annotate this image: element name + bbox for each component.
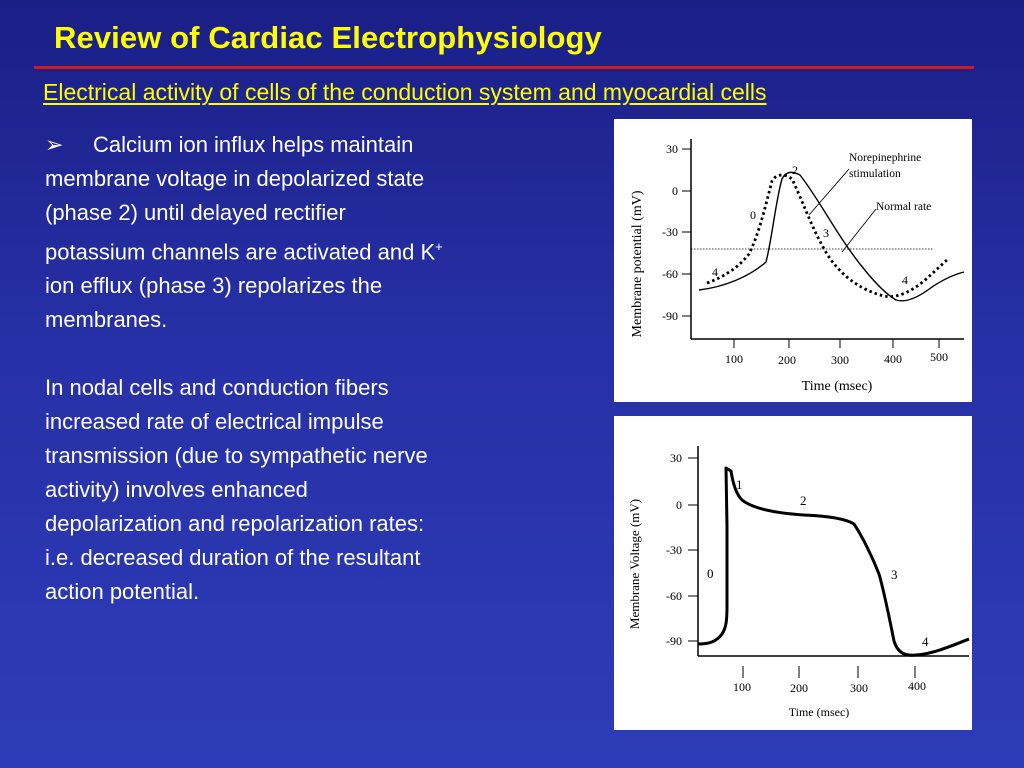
- top-ytick-minus30: -30: [662, 225, 678, 239]
- top-ylabel: Membrane potential (mV): [630, 190, 645, 337]
- top-xtick-300: 300: [831, 353, 849, 367]
- figure-top: Membrane potential (mV) 30 0 -30 -60 -90…: [614, 119, 972, 402]
- bottom-phase-4: 4: [922, 634, 929, 649]
- paragraph-2: In nodal cells and conduction fibers inc…: [45, 375, 428, 605]
- bottom-ylabel: Membrane Voltage (mV): [627, 499, 642, 629]
- top-xlabel: Time (msec): [802, 379, 873, 394]
- slide-subtitle: Electrical activity of cells of the cond…: [43, 79, 767, 105]
- figure-bottom-svg: Membrane Voltage (mV) 30 0 -30 -60 -90 1…: [627, 446, 970, 719]
- bottom-ytick-0: 0: [676, 498, 682, 512]
- ne-leader-line: [808, 168, 850, 216]
- legend-norepinephrine-2: stimulation: [849, 168, 901, 180]
- top-ytick-minus60: -60: [662, 267, 678, 281]
- bottom-ytick-minus60: -60: [666, 589, 682, 603]
- bottom-xtick-100: 100: [733, 680, 751, 694]
- top-xtick-100: 100: [725, 352, 743, 366]
- bottom-ytick-minus90: -90: [666, 634, 682, 648]
- normal-rate-curve: [698, 171, 965, 302]
- top-ytick-30: 30: [666, 142, 678, 156]
- top-phase-2: 2: [792, 163, 798, 177]
- bullet-text-part-2: ion efflux (phase 3) repolarizes the mem…: [45, 273, 383, 333]
- top-xtick-500: 500: [930, 350, 948, 364]
- top-ytick-0: 0: [672, 184, 678, 198]
- legend-normal-rate: Normal rate: [876, 201, 931, 213]
- figure-bottom: Membrane Voltage (mV) 30 0 -30 -60 -90 1…: [614, 416, 972, 730]
- normal-leader-line: [841, 208, 877, 253]
- body-text: ➢ Calcium ion influx helps maintain membr…: [45, 128, 445, 609]
- top-phase-4-left: 4: [712, 265, 718, 279]
- top-ytick-minus90: -90: [662, 309, 678, 323]
- arrow-bullet-icon: ➢: [45, 132, 64, 157]
- slide-title: Review of Cardiac Electrophysiology: [54, 20, 602, 55]
- bottom-phase-2: 2: [800, 493, 807, 508]
- bottom-ytick-minus30: -30: [666, 543, 682, 557]
- top-phase-4-right: 4: [902, 273, 908, 287]
- bottom-phase-0: 0: [707, 566, 714, 581]
- top-y-ticks: [682, 148, 691, 317]
- action-potential-curve: [697, 466, 970, 657]
- figure-top-svg: Membrane potential (mV) 30 0 -30 -60 -90…: [630, 139, 965, 394]
- bottom-xtick-200: 200: [790, 681, 808, 695]
- bottom-xlabel: Time (msec): [789, 705, 850, 719]
- top-phase-0: 0: [750, 208, 756, 222]
- norepinephrine-curve: [706, 173, 948, 298]
- bullet-item: ➢ Calcium ion influx helps maintain membr…: [45, 128, 445, 337]
- bottom-xtick-400: 400: [908, 679, 926, 693]
- bottom-xtick-300: 300: [850, 681, 868, 695]
- bottom-phase-1: 1: [736, 477, 743, 492]
- bullet-superscript: +: [435, 239, 443, 254]
- top-x-ticks: [733, 339, 940, 348]
- bottom-y-ticks: [688, 457, 698, 642]
- title-divider: [34, 66, 974, 69]
- top-phase-3: 3: [823, 226, 829, 240]
- bullet-text-part-1: Calcium ion influx helps maintain membra…: [45, 132, 436, 265]
- bottom-phase-3: 3: [891, 567, 898, 582]
- bottom-x-ticks: [742, 666, 916, 678]
- top-xtick-200: 200: [778, 353, 796, 367]
- top-xtick-400: 400: [884, 352, 902, 366]
- bottom-ytick-30: 30: [670, 451, 682, 465]
- legend-norepinephrine-1: Norepinephrine: [849, 152, 921, 164]
